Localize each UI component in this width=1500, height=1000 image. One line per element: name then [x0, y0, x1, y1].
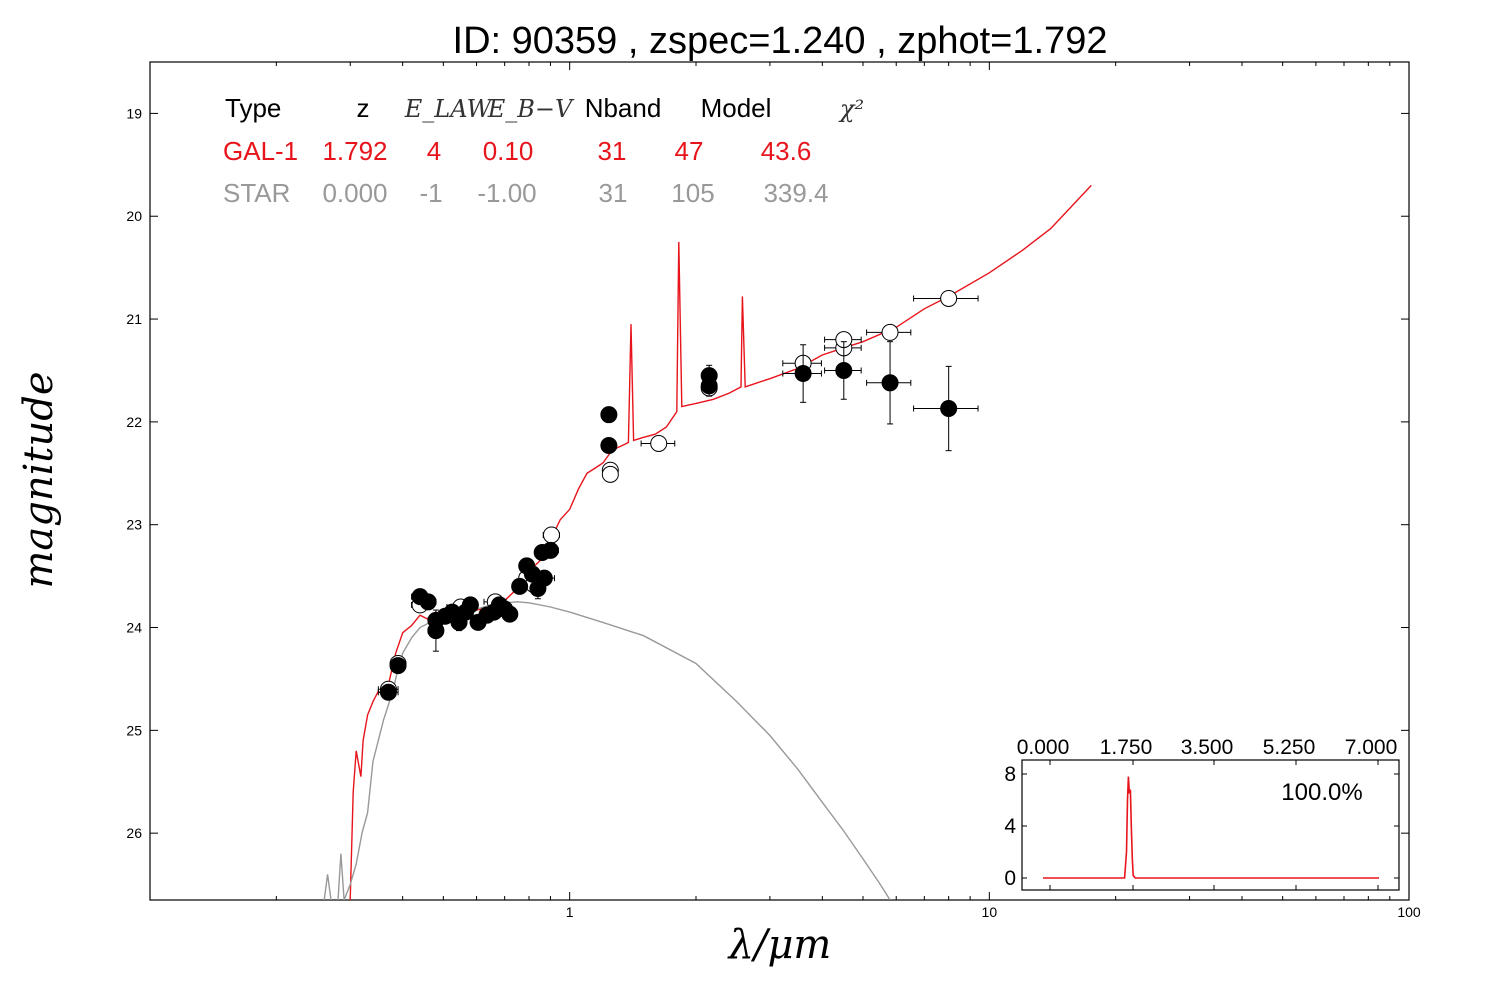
- series-layer: [323, 184, 1092, 900]
- inset-y-tick-label: 0: [1004, 867, 1016, 890]
- y-tick-label: 25: [126, 722, 142, 738]
- model-point: [542, 526, 560, 544]
- table-header-nband: Nband: [585, 93, 662, 123]
- table-header-chi2: χ²: [838, 95, 864, 123]
- x-tick-label: 10: [982, 904, 998, 920]
- x-tick-label: 1: [566, 904, 574, 920]
- gal-nband: 31: [598, 136, 627, 166]
- gal-chi2: 43.6: [761, 136, 812, 166]
- y-axis: 19 20 21 22 23 24 25 26: [126, 105, 1409, 841]
- chart-title: ID: 90359 , zspec=1.240 , zphot=1.792: [453, 20, 1108, 62]
- observed-point: [600, 406, 618, 424]
- inset-annotation: 100.0%: [1281, 779, 1362, 806]
- star-elaw: -1: [419, 178, 442, 208]
- inset-x-tick-label: 0.000: [1017, 736, 1070, 759]
- observed-point: [541, 541, 559, 559]
- y-tick-label: 22: [126, 414, 142, 430]
- gal-elaw: 4: [427, 136, 441, 166]
- observed-point: [535, 569, 553, 587]
- star-type: STAR: [223, 178, 290, 208]
- series-line-star: [323, 601, 891, 900]
- observed-point: [501, 605, 519, 623]
- observed-point: [835, 361, 853, 379]
- inset-x-tick-label: 7.000: [1345, 736, 1398, 759]
- table-header-ebv: E_B−V: [487, 95, 575, 123]
- plot-frame: [149, 61, 1410, 901]
- observed-point: [511, 577, 529, 595]
- observed-point: [940, 400, 958, 418]
- observed-point: [461, 596, 479, 614]
- table-header-elaw: E_LAW: [404, 95, 494, 123]
- y-axis-label: magnitude: [16, 371, 62, 588]
- x-axis: 1 10 100: [275, 62, 1421, 920]
- inset-axes: 0.000 1.750 3.500 5.250 7.000 0 4 8: [1004, 736, 1399, 890]
- x-axis-label: λ/μm: [727, 922, 832, 968]
- fit-summary-table: Type z E_LAW E_B−V Nband Model χ² GAL-1 …: [223, 93, 864, 208]
- observed-point: [379, 683, 397, 701]
- table-header-z: z: [357, 93, 370, 123]
- table-header-model: Model: [701, 93, 772, 123]
- y-tick-label: 20: [126, 208, 142, 224]
- y-tick-label: 23: [126, 517, 142, 533]
- model-point: [601, 465, 619, 483]
- y-tick-label: 24: [126, 620, 142, 636]
- observed-point: [700, 377, 718, 395]
- table-header-type: Type: [225, 93, 281, 123]
- points-layer: [377, 289, 979, 701]
- inset-x-tick-label: 3.500: [1181, 736, 1234, 759]
- observed-point: [794, 365, 812, 383]
- y-tick-label: 26: [126, 825, 142, 841]
- inset-x-tick-label: 5.250: [1263, 736, 1316, 759]
- observed-point: [881, 374, 899, 392]
- inset-y-tick-label: 4: [1004, 815, 1016, 838]
- star-model: 105: [671, 178, 714, 208]
- y-tick-label: 19: [126, 105, 142, 121]
- model-point: [650, 434, 668, 452]
- inset-y-tick-label: 8: [1004, 763, 1016, 786]
- model-point: [881, 323, 899, 341]
- gal-z: 1.792: [322, 136, 387, 166]
- y-tick-label: 21: [126, 311, 142, 327]
- pdz-inset: 0.000 1.750 3.500 5.250 7.000 0 4 8 100.0%: [1004, 736, 1400, 891]
- model-point: [940, 289, 958, 307]
- star-ebv: -1.00: [477, 178, 536, 208]
- x-tick-label: 100: [1397, 904, 1421, 920]
- observed-point: [389, 657, 407, 675]
- gal-type: GAL-1: [223, 136, 298, 166]
- gal-ebv: 0.10: [483, 136, 534, 166]
- observed-point: [600, 437, 618, 455]
- inset-frame: [1021, 759, 1400, 891]
- star-z: 0.000: [322, 178, 387, 208]
- series-line-gal-1: [349, 184, 1092, 900]
- star-chi2: 339.4: [763, 178, 828, 208]
- star-nband: 31: [599, 178, 628, 208]
- gal-model: 47: [675, 136, 704, 166]
- observed-point: [419, 593, 437, 611]
- inset-x-tick-label: 1.750: [1100, 736, 1153, 759]
- inset-pdz-curve: [1043, 776, 1379, 879]
